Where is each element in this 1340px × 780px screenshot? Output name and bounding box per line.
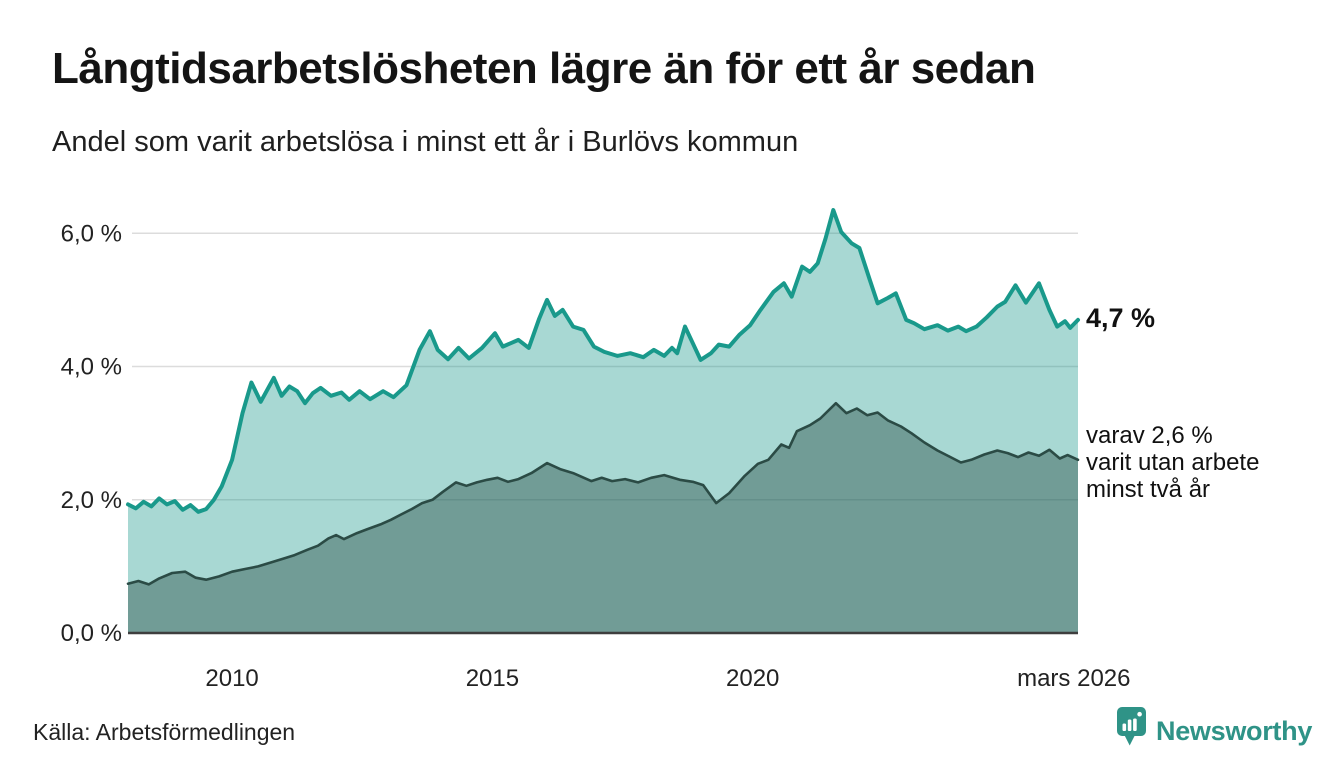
series-area-1 [128, 210, 1078, 633]
y-tick-label: 4,0 % [61, 354, 122, 381]
x-tick-label: 2015 [466, 665, 519, 692]
series-line-2 [126, 401, 1080, 586]
chart-subtitle: Andel som varit arbetslösa i minst ett å… [52, 126, 799, 158]
source-caption: Källa: Arbetsförmedlingen [33, 719, 296, 745]
latest-value-annotation: 4,7 % [1086, 302, 1156, 333]
annotation-line-1: varav 2,6 % [1086, 421, 1213, 449]
x-tick-label: 2020 [726, 665, 779, 692]
brand-wordmark: Newsworthy [1156, 716, 1313, 746]
y-tick-label: 6,0 % [61, 220, 122, 247]
series-line-1 [126, 208, 1080, 514]
page-title: Långtidsarbetslösheten lägre än för ett … [52, 44, 1036, 93]
series-area-2 [128, 403, 1078, 633]
x-tick-label: mars 2026 [1017, 665, 1130, 692]
annotation-line-3: minst två år [1086, 475, 1211, 503]
newsworthy-logo-icon [1117, 707, 1146, 746]
x-tick-label: 2010 [205, 665, 258, 692]
newsworthy-logo: Newsworthy [1116, 706, 1312, 748]
secondary-value-annotation: varav 2,6 % varit utan arbete minst två … [1086, 422, 1259, 503]
annotation-line-2: varit utan arbete [1086, 448, 1260, 476]
y-tick-label: 2,0 % [61, 487, 122, 514]
y-tick-label: 0,0 % [61, 620, 122, 647]
exclamation-dot-icon [1137, 711, 1142, 717]
